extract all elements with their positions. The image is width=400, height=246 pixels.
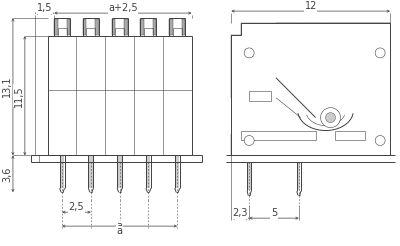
Bar	[89, 155, 93, 188]
Bar	[83, 19, 86, 35]
Bar	[95, 19, 99, 35]
Bar	[146, 155, 150, 188]
Bar	[140, 19, 144, 35]
Text: 1,5: 1,5	[37, 3, 52, 13]
Circle shape	[375, 48, 385, 58]
Polygon shape	[231, 35, 241, 98]
Text: 5: 5	[271, 208, 277, 218]
Bar	[182, 19, 185, 35]
Polygon shape	[241, 23, 390, 98]
Circle shape	[244, 48, 254, 58]
Bar	[66, 19, 70, 35]
Bar	[124, 19, 128, 35]
Bar	[175, 155, 179, 188]
Bar	[169, 19, 173, 35]
Text: 11,5: 11,5	[14, 85, 24, 107]
Polygon shape	[276, 23, 390, 78]
Circle shape	[321, 108, 340, 128]
Text: 13,1: 13,1	[2, 76, 12, 97]
Bar	[54, 19, 58, 35]
Text: 2,5: 2,5	[69, 202, 84, 212]
Bar	[153, 19, 156, 35]
Text: a: a	[117, 221, 123, 231]
Bar	[60, 155, 64, 188]
Circle shape	[375, 136, 385, 145]
Circle shape	[326, 113, 336, 123]
Text: a: a	[117, 226, 123, 236]
Bar	[297, 162, 300, 190]
Text: 12: 12	[304, 1, 317, 11]
Text: 2,3: 2,3	[232, 208, 248, 218]
Circle shape	[244, 136, 254, 145]
Bar	[112, 19, 115, 35]
Bar	[118, 155, 122, 188]
Text: 3,6: 3,6	[2, 166, 12, 182]
Polygon shape	[231, 23, 390, 155]
Polygon shape	[375, 78, 390, 134]
Text: a+2,5: a+2,5	[108, 3, 138, 13]
Polygon shape	[231, 134, 390, 155]
Bar	[248, 162, 251, 190]
